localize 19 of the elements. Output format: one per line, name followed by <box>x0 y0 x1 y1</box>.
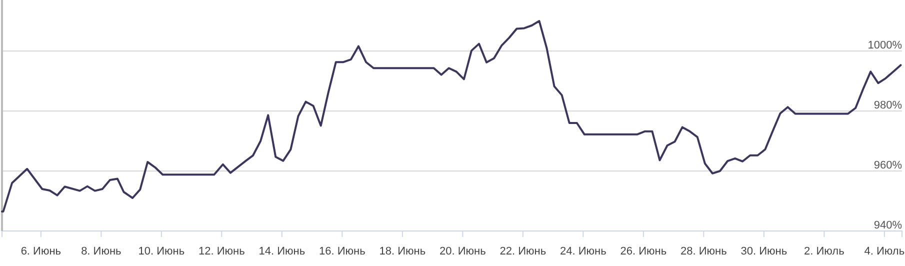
x-tick-label: 24. Июнь <box>560 245 607 258</box>
x-tick-label: 14. Июнь <box>258 245 306 258</box>
x-tick-label: 2. Июль <box>804 245 845 258</box>
x-tick-label: 8. Июнь <box>81 245 122 258</box>
x-tick-label: 16. Июнь <box>319 245 366 258</box>
x-tick-label: 26. Июнь <box>620 245 667 258</box>
x-tick-label: 30. Июнь <box>740 245 788 258</box>
x-tick-label: 10. Июнь <box>138 245 185 258</box>
x-tick-label: 22. Июнь <box>500 245 546 258</box>
x-tick-label: 12. Июнь <box>198 245 246 258</box>
x-tick-label: 18. Июнь <box>379 245 426 258</box>
x-tick-label: 28. Июнь <box>680 245 728 258</box>
y-tick-label: 940% <box>874 219 902 232</box>
y-tick-label: 1000% <box>868 39 902 52</box>
y-tick-label: 960% <box>874 159 902 172</box>
x-tick-label: 4. Июль <box>864 245 905 258</box>
x-tick-label: 6. Июнь <box>20 245 62 258</box>
y-tick-label: 980% <box>874 99 902 112</box>
x-tick-label: 20. Июнь <box>440 245 486 258</box>
